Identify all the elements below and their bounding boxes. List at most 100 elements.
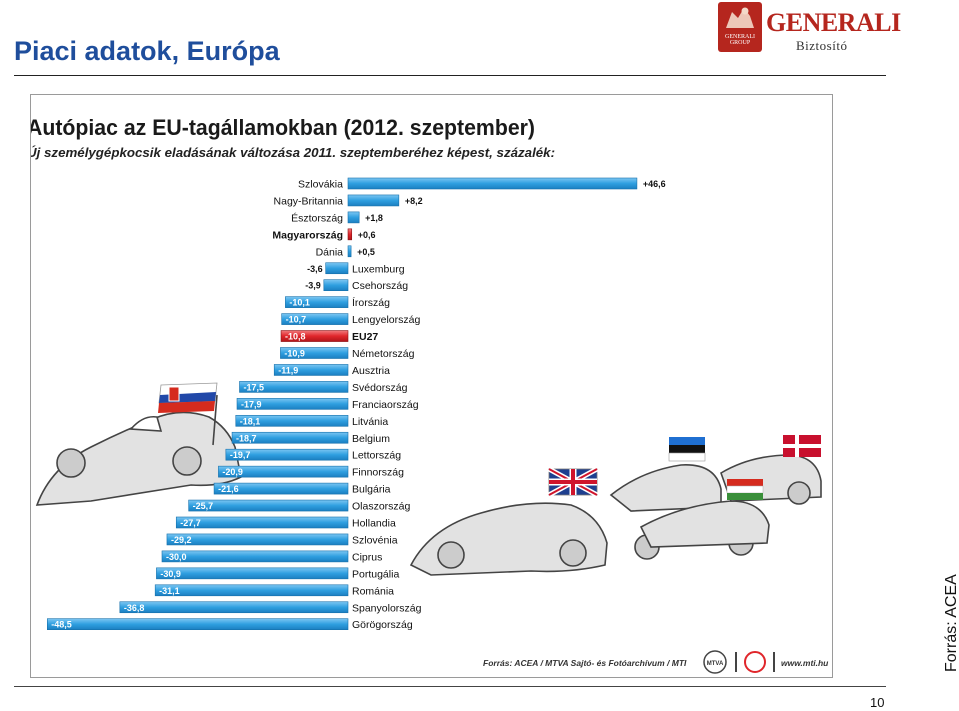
value-label-franciaország: -17,9 [241, 399, 262, 409]
generali-lion-seal-icon: GENERALI GROUP [718, 2, 762, 52]
value-label-lengyelország: -10,7 [286, 315, 307, 325]
bar-észtország [347, 211, 360, 224]
footer-divider [14, 686, 886, 687]
category-label-németország: Németország [352, 348, 415, 360]
value-label-eu27: -10,8 [285, 332, 306, 342]
flag-uk-icon [547, 466, 599, 498]
chart-subtitle: Új személygépkocsik eladásának változása… [31, 145, 555, 160]
category-label-ciprus: Ciprus [352, 551, 382, 563]
value-label-spanyolország: -36,8 [124, 603, 145, 613]
category-label-olaszország: Olaszország [352, 501, 411, 513]
bar-dánia [347, 245, 352, 258]
value-label-ausztria: -11,9 [278, 365, 298, 375]
value-label-szlovénia: -29,2 [171, 535, 192, 545]
bar-series: +46,6 Szlovákia +8,2 Nagy-Britannia +1,8 Észt… [46, 177, 666, 631]
chart-panel: Autópiac az EU-tagállamokban (2012. szep… [30, 94, 833, 678]
bar-luxemburg [325, 262, 349, 275]
bar-csehország [323, 279, 349, 291]
value-label-hollandia: -27,7 [180, 518, 201, 528]
logo-subtitle: Biztosító [796, 38, 848, 53]
bar-olaszország [188, 499, 349, 512]
category-label-írország: Írország [352, 296, 390, 309]
bar-hollandia [175, 516, 349, 529]
category-label-svédország: Svédország [352, 382, 408, 394]
chart-website: www.mti.hu [781, 658, 829, 668]
bar-portugália [156, 567, 349, 580]
bar-lettország [225, 448, 349, 461]
category-label-portugália: Portugália [352, 568, 399, 580]
bar-spanyolország [119, 601, 349, 614]
car-illustration-left [35, 394, 242, 506]
bar-ciprus [161, 550, 349, 563]
bar-lengyelország [281, 313, 349, 325]
flag-denmark-icon [783, 435, 821, 457]
value-label-írország: -10,1 [289, 298, 310, 308]
category-label-eu27: EU27 [352, 331, 378, 343]
value-label-lettország: -19,7 [230, 450, 251, 460]
value-label-svédország: -17,5 [244, 382, 265, 392]
value-label-litvánia: -18,1 [240, 416, 261, 426]
category-label-belgium: Belgium [352, 433, 390, 445]
category-label-lettország: Lettország [352, 450, 401, 462]
value-label-bulgária: -21,6 [218, 484, 239, 494]
category-label-magyarország: Magyarország [272, 229, 343, 241]
category-label-görögország: Görögország [352, 619, 413, 631]
category-label-franciaország: Franciaország [352, 399, 419, 411]
side-source-label: Forrás: ACEA [943, 574, 959, 672]
value-label-finnország: -20,9 [222, 467, 243, 477]
bar-ausztria [273, 364, 349, 376]
category-label-észtország: Észtország [291, 211, 343, 224]
bar-belgium [231, 431, 349, 444]
bar-eu27 [280, 330, 349, 342]
category-label-dánia: Dánia [316, 246, 344, 258]
bar-szlovénia [166, 533, 349, 546]
category-label-lengyelország: Lengyelország [352, 314, 420, 326]
value-label-belgium: -18,7 [236, 433, 257, 443]
generali-logo: GENERALI GROUP GENERALI Biztosító [718, 2, 901, 54]
category-label-finnország: Finnország [352, 467, 404, 479]
category-label-szlovákia: Szlovákia [298, 179, 343, 191]
page-number: 10 [870, 695, 885, 710]
value-label-luxemburg: -3,6 [307, 264, 323, 274]
category-label-románia: Románia [352, 585, 394, 597]
category-label-luxemburg: Luxemburg [352, 263, 405, 275]
category-label-spanyolország: Spanyolország [352, 602, 422, 614]
bar-magyarország [347, 228, 353, 241]
value-label-dánia: +0,5 [357, 247, 375, 257]
svg-text:MTVA: MTVA [707, 661, 724, 667]
car-illustration-right [409, 454, 822, 576]
bar-franciaország [236, 398, 349, 410]
value-label-magyarország: +0,6 [358, 230, 376, 240]
slide-title: Piaci adatok, Európa [14, 36, 280, 66]
chart-title: Autópiac az EU-tagállamokban (2012. szep… [31, 115, 535, 140]
flag-slovakia-icon [158, 382, 218, 413]
category-label-litvánia: Litvánia [352, 416, 388, 428]
value-label-szlovákia: +46,6 [643, 179, 666, 189]
bar-románia [154, 584, 349, 597]
category-label-bulgária: Bulgária [352, 484, 391, 496]
chart-source: Forrás: ACEA / MTVA Sajtó- és Fotóarchív… [483, 658, 687, 668]
logo-seal-text: GENERALI GROUP [725, 34, 755, 46]
value-label-németország: -10,9 [284, 349, 305, 359]
value-label-románia: -31,1 [159, 586, 180, 596]
value-label-észtország: +1,8 [365, 213, 383, 223]
category-label-nagy-britannia: Nagy-Britannia [274, 195, 344, 207]
value-label-görögország: -48,5 [51, 620, 72, 630]
header-divider [14, 75, 886, 76]
category-label-hollandia: Hollandia [352, 518, 396, 530]
value-label-ciprus: -30,0 [166, 552, 187, 562]
value-label-nagy-britannia: +8,2 [405, 196, 423, 206]
flag-estonia-icon [668, 437, 706, 462]
category-label-szlovénia: Szlovénia [352, 534, 398, 546]
bar-bulgária [213, 482, 349, 495]
mtva-logo-icon: MTVA [703, 650, 775, 674]
chart-svg: Autópiac az EU-tagállamokban (2012. szep… [31, 115, 829, 674]
value-label-portugália: -30,9 [160, 569, 181, 579]
flag-hungary-icon [726, 479, 764, 500]
bar-németország [280, 347, 349, 359]
bar-írország [285, 296, 349, 308]
bar-nagy-britannia [347, 194, 400, 207]
category-label-csehország: Csehország [352, 280, 408, 292]
bar-görögország [46, 618, 349, 631]
logo-wordmark: GENERALI [766, 8, 901, 37]
